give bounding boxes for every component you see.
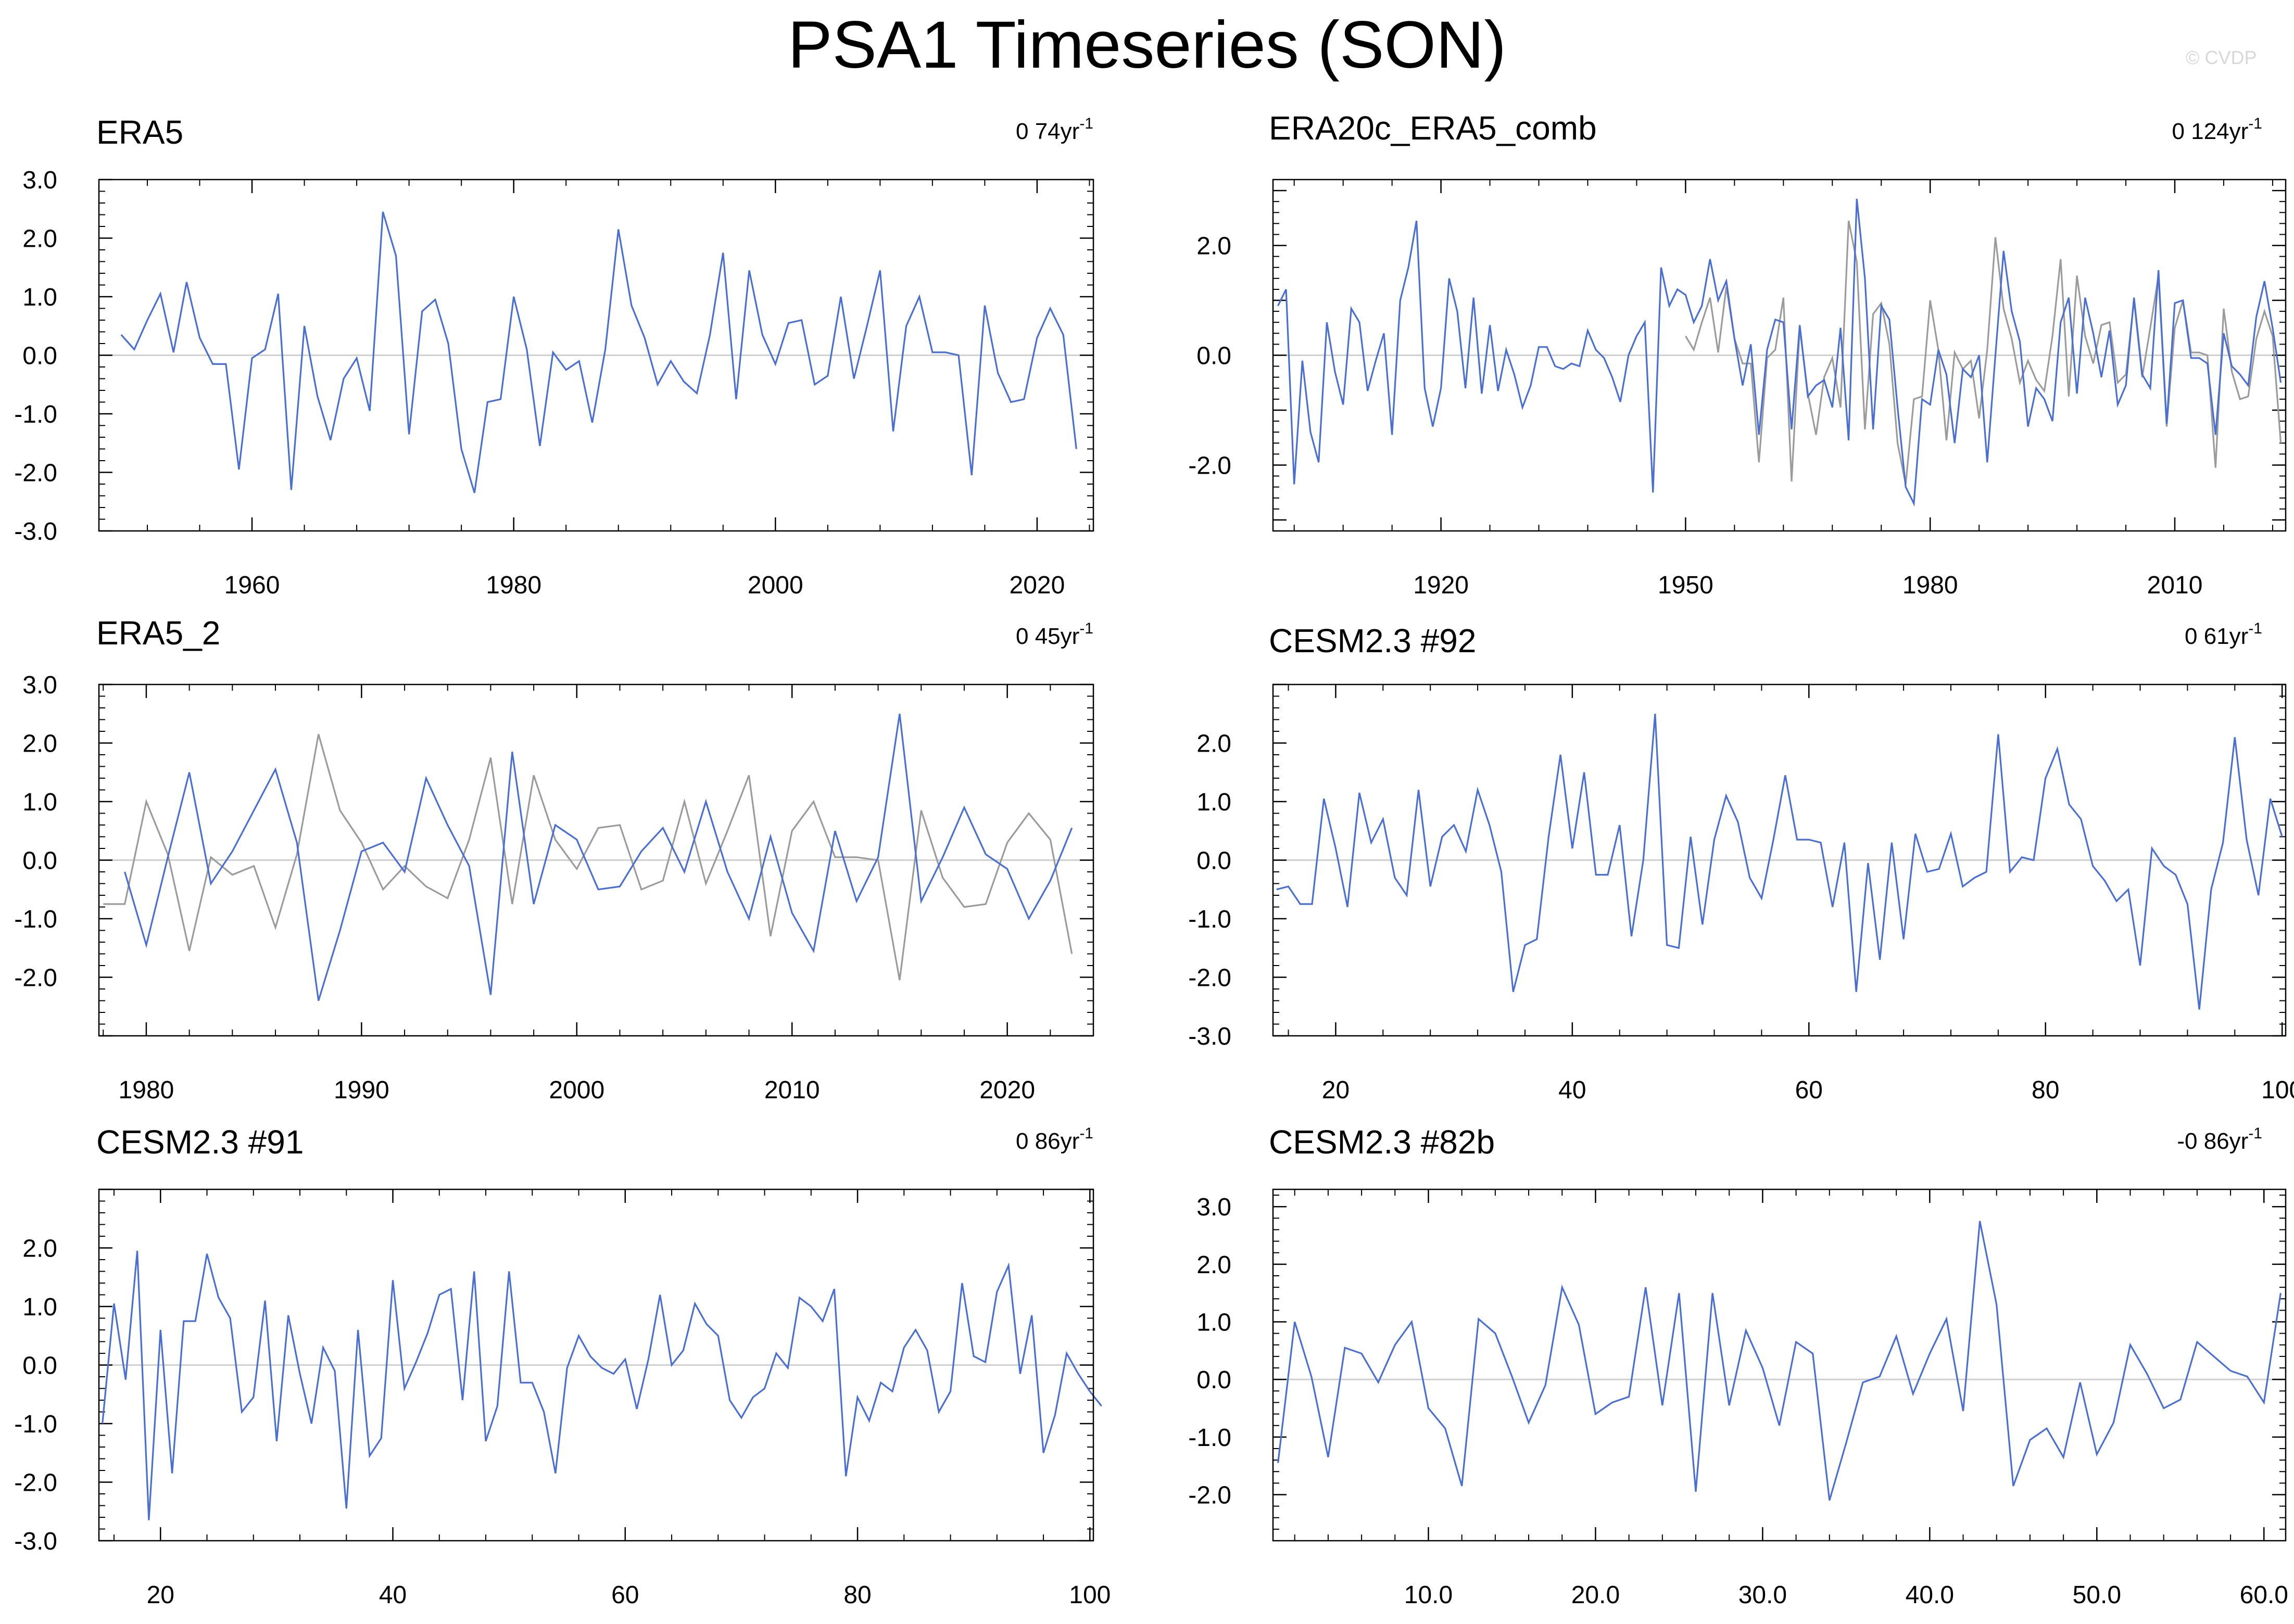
y-tick-label: -1.0: [14, 1411, 57, 1438]
series-line-0: [102, 1250, 1102, 1520]
x-tick-label: 2010: [2147, 572, 2203, 599]
y-tick-label: -2.0: [1188, 965, 1231, 992]
series-line-0: [1685, 220, 2282, 485]
y-tick-label: 0.0: [22, 342, 57, 370]
y-tick-label: -2.0: [14, 460, 57, 487]
panel-title: ERA20c_ERA5_comb: [1269, 109, 1597, 147]
y-tick-label: 1.0: [1196, 789, 1231, 816]
panel-title: CESM2.3 #91: [96, 1123, 304, 1161]
x-tick-label: 100: [1069, 1581, 1111, 1609]
panel-title: CESM2.3 #92: [1269, 622, 1477, 659]
plot-frame: [98, 179, 1094, 532]
y-tick-label: 2.0: [22, 730, 57, 758]
x-tick-label: 80: [843, 1581, 871, 1609]
x-tick-label: 1920: [1413, 572, 1469, 599]
y-tick-label: 0.0: [22, 1352, 57, 1380]
y-tick-label: 2.0: [22, 225, 57, 253]
x-tick-label: 1960: [224, 572, 280, 599]
plot-frame: [1272, 683, 2287, 1037]
x-tick-label: 2020: [1010, 572, 1065, 599]
y-tick-label: -3.0: [14, 1528, 57, 1555]
x-tick-label: 20.0: [1571, 1581, 1620, 1609]
panel-title: CESM2.3 #82b: [1269, 1123, 1495, 1161]
x-tick-label: 80: [2032, 1076, 2059, 1104]
x-tick-label: 40.0: [1906, 1581, 1954, 1609]
x-tick-label: 60: [1795, 1076, 1823, 1104]
series-line-0: [103, 734, 1073, 981]
trend-label: 0 124yr-1: [2172, 115, 2262, 145]
x-tick-label: 20: [147, 1581, 174, 1609]
plot-frame: [98, 1188, 1094, 1542]
x-tick-label: 30.0: [1738, 1581, 1787, 1609]
panel-title: ERA5: [96, 113, 184, 151]
trend-label: 0 86yr-1: [1016, 1125, 1093, 1154]
y-tick-label: 2.0: [1196, 1251, 1231, 1279]
x-tick-label: 50.0: [2073, 1581, 2121, 1609]
y-tick-label: 3.0: [22, 671, 57, 699]
cvdp-watermark: © CVDP: [2186, 47, 2257, 68]
x-tick-label: 1980: [119, 1076, 174, 1104]
x-tick-label: 60.0: [2240, 1581, 2288, 1609]
y-tick-label: 0.0: [1196, 342, 1231, 370]
y-tick-label: 0.0: [22, 847, 57, 875]
y-tick-label: -2.0: [14, 1469, 57, 1497]
y-tick-label: 2.0: [1196, 730, 1231, 758]
x-tick-label: 40: [379, 1581, 407, 1609]
x-tick-label: 2020: [979, 1076, 1035, 1104]
x-tick-label: 1980: [486, 572, 541, 599]
y-tick-label: -1.0: [1188, 906, 1231, 933]
trend-label: 0 45yr-1: [1016, 620, 1093, 650]
y-tick-label: -1.0: [14, 401, 57, 428]
x-tick-label: 1950: [1658, 572, 1713, 599]
series-line-1: [1277, 198, 2282, 507]
y-tick-label: -2.0: [1188, 452, 1231, 479]
x-tick-label: 20: [1322, 1076, 1350, 1104]
y-tick-label: -2.0: [14, 965, 57, 992]
trend-label: 0 61yr-1: [2185, 620, 2262, 650]
plot-frame: [98, 683, 1094, 1037]
x-tick-label: 40: [1558, 1076, 1586, 1104]
trend-label: -0 86yr-1: [2177, 1125, 2262, 1154]
plot-frame: [1272, 1188, 2287, 1542]
y-tick-label: 1.0: [1196, 1309, 1231, 1337]
y-tick-label: 0.0: [1196, 1366, 1231, 1394]
trend-label: 0 74yr-1: [1016, 115, 1093, 145]
series-line-0: [120, 211, 1077, 493]
x-tick-label: 2000: [748, 572, 803, 599]
series-line-0: [1277, 1221, 2282, 1501]
y-tick-label: -3.0: [1188, 1023, 1231, 1050]
x-tick-label: 2010: [764, 1076, 820, 1104]
x-tick-label: 60: [611, 1581, 639, 1609]
y-tick-label: 1.0: [22, 789, 57, 816]
y-tick-label: -1.0: [1188, 1424, 1231, 1452]
series-line-0: [1276, 714, 2283, 1010]
y-tick-label: 2.0: [1196, 233, 1231, 260]
x-tick-label: 100: [2261, 1076, 2294, 1104]
y-tick-label: -2.0: [1188, 1481, 1231, 1509]
y-tick-label: 2.0: [22, 1235, 57, 1263]
y-tick-label: -3.0: [14, 518, 57, 545]
panel-title: ERA5_2: [96, 614, 221, 652]
y-tick-label: 1.0: [22, 1293, 57, 1321]
y-tick-label: 3.0: [22, 167, 57, 194]
x-tick-label: 10.0: [1404, 1581, 1453, 1609]
x-tick-label: 1990: [334, 1076, 389, 1104]
series-line-1: [124, 714, 1073, 1001]
y-tick-label: -1.0: [14, 906, 57, 933]
x-tick-label: 2000: [549, 1076, 604, 1104]
figure-title: PSA1 Timeseries (SON): [788, 8, 1506, 82]
plot-frame: [1272, 179, 2287, 532]
y-tick-label: 0.0: [1196, 847, 1231, 875]
x-tick-label: 1980: [1902, 572, 1958, 599]
y-tick-label: 1.0: [22, 284, 57, 311]
y-tick-label: 3.0: [1196, 1194, 1231, 1221]
